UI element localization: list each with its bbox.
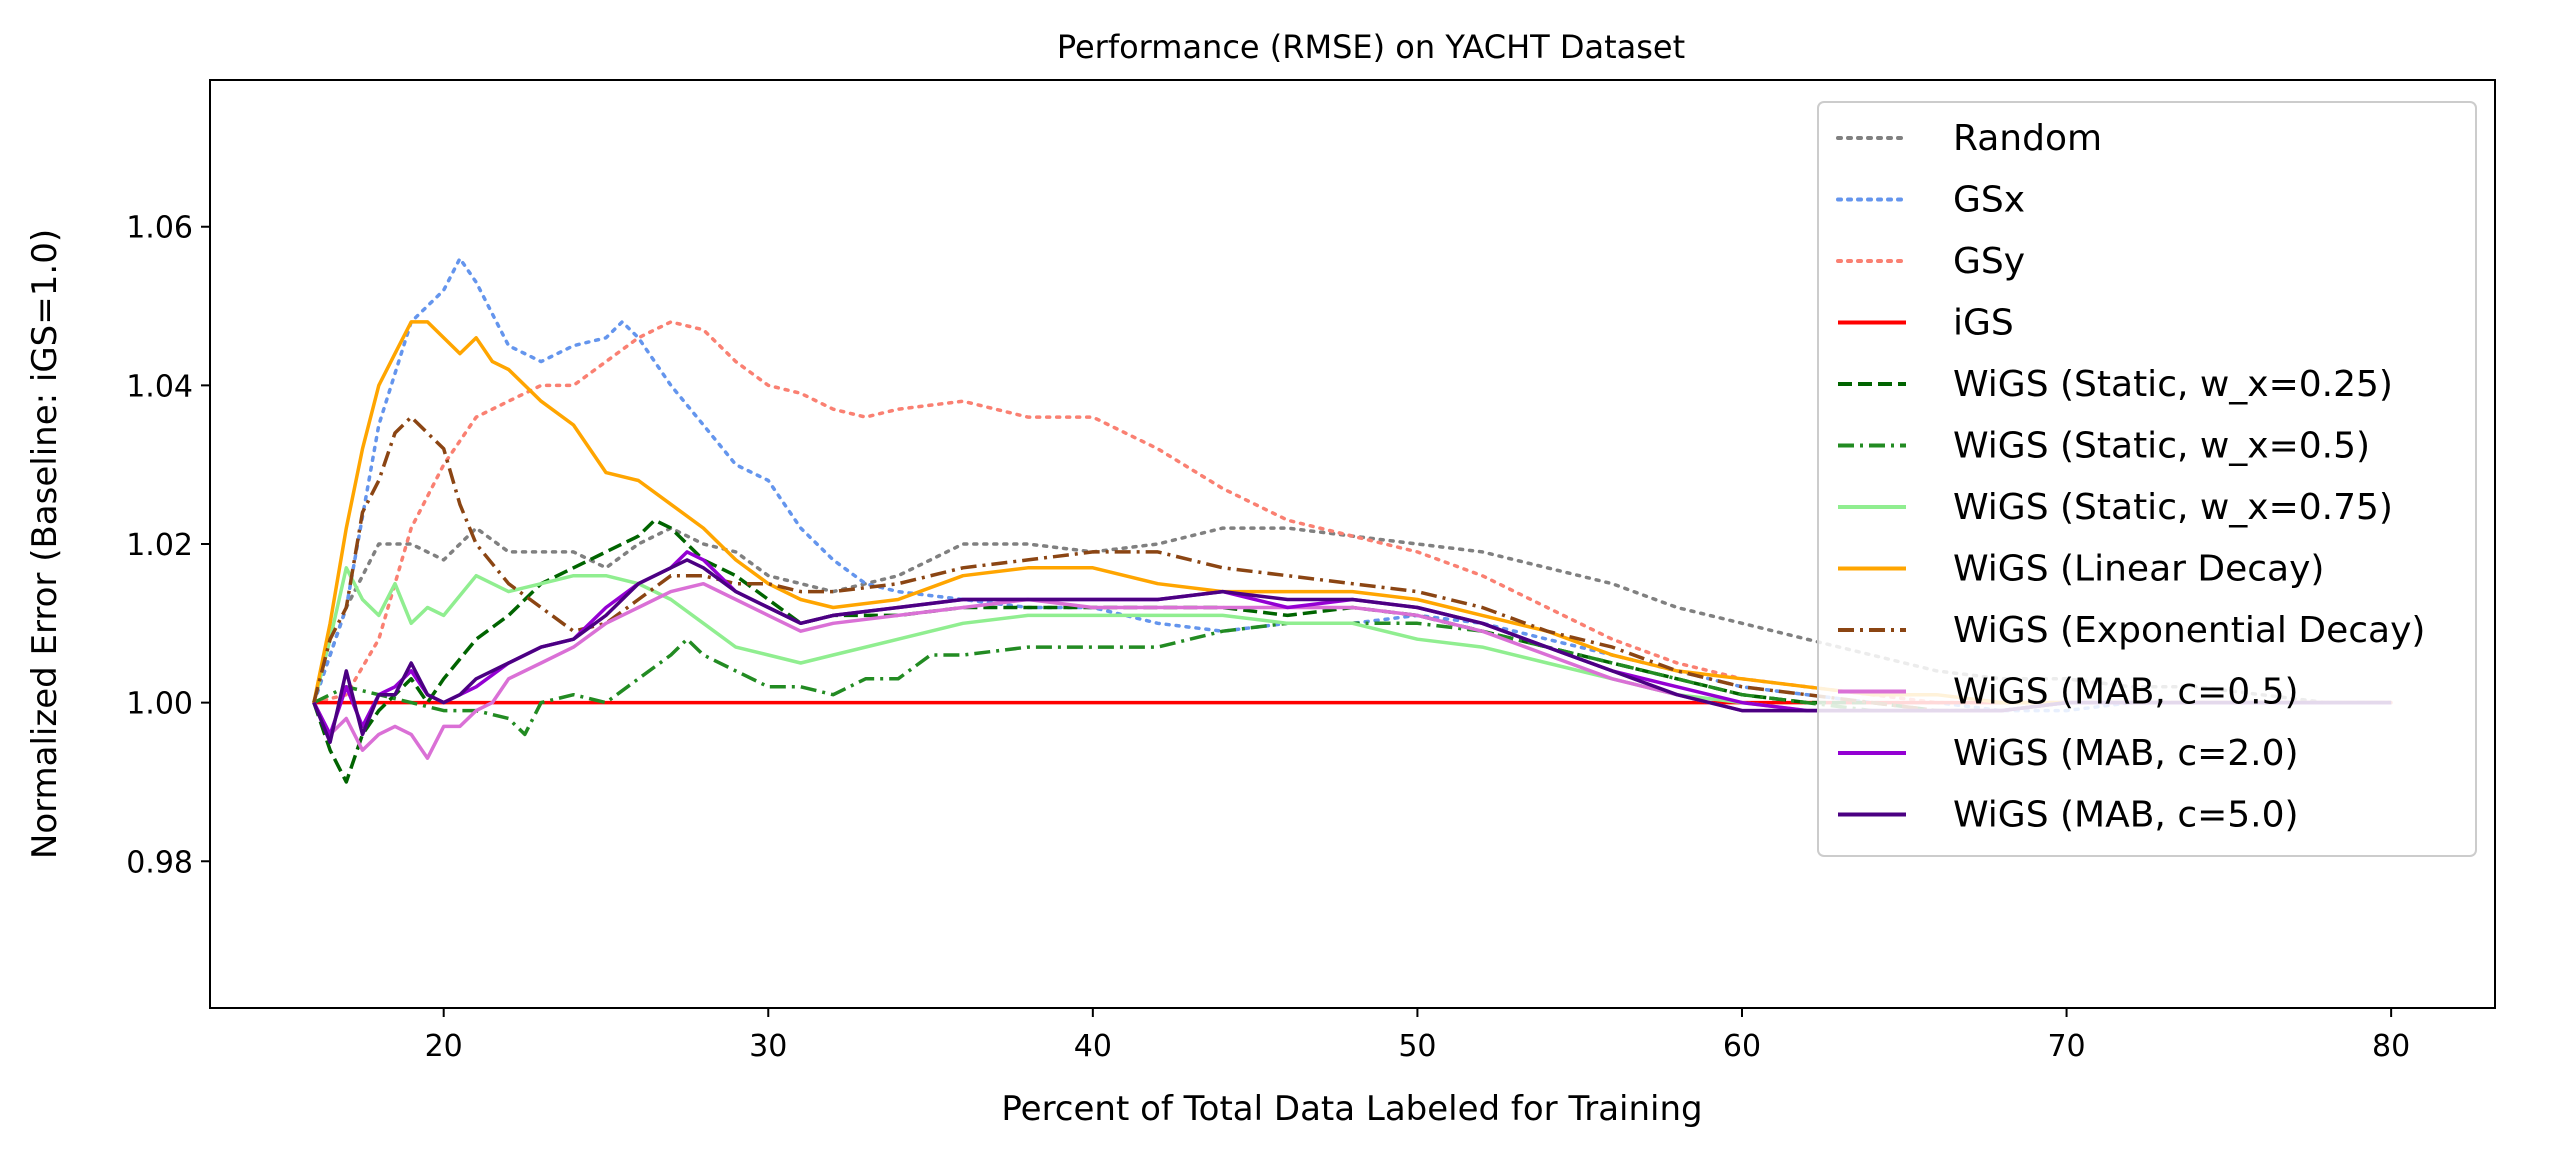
y-axis-label: Normalized Error (Baseline: iGS=1.0) [25,229,65,859]
legend-label: WiGS (MAB, c=0.5) [1953,672,2299,713]
legend-label: iGS [1953,303,2014,344]
legend-label: WiGS (Exponential Decay) [1953,610,2425,651]
legend-label: WiGS (Static, w_x=0.25) [1953,364,2393,405]
legend-box [1817,101,2477,857]
legend-label: WiGS (Static, w_x=0.75) [1953,487,2393,528]
y-tick-label: 1.02 [126,528,193,563]
series-line-1 [312,526,2393,705]
legend-label: WiGS (MAB, c=2.0) [1953,733,2299,774]
x-axis-label: Percent of Total Data Labeled for Traini… [1001,1089,1702,1129]
y-tick-label: 1.00 [126,687,193,722]
x-axis: 20 30 40 50 60 70 80 [425,1008,2410,1064]
x-tick-label: 20 [425,1029,463,1064]
x-tick-label: 80 [2372,1029,2410,1064]
x-tick-label: 40 [1074,1029,1112,1064]
y-tick-label: 1.04 [126,369,193,404]
x-tick-label: 70 [2047,1029,2085,1064]
legend-label: Random [1953,118,2102,159]
legend-label: WiGS (MAB, c=5.0) [1953,795,2299,836]
y-tick-label: 0.98 [126,845,193,880]
series-line-3 [312,320,2393,705]
legend: Random GSx GSy iGS WiGS (Static, w_x=0.25) Wi… [1817,101,2477,857]
legend-label: WiGS (Linear Decay) [1953,549,2324,590]
x-tick-label: 60 [1723,1029,1761,1064]
x-tick-label: 30 [749,1029,787,1064]
x-tick-label: 50 [1398,1029,1436,1064]
y-axis: 0.98 1.00 1.02 1.04 1.06 [126,211,210,880]
y-tick-label: 1.06 [126,211,193,246]
legend-label: WiGS (Static, w_x=0.5) [1953,426,2370,467]
legend-label: GSx [1953,180,2025,221]
chart-title: Performance (RMSE) on YACHT Dataset [1057,28,1685,66]
legend-label: GSy [1953,241,2025,282]
